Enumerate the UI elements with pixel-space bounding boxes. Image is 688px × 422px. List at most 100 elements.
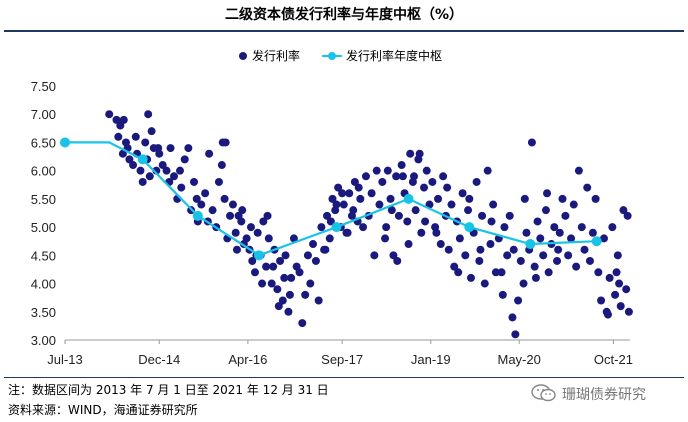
wechat-logo-icon <box>531 384 556 402</box>
scatter-point <box>269 262 278 271</box>
scatter-point <box>522 228 531 237</box>
y-tick-label: 6.50 <box>31 135 56 150</box>
scatter-point <box>531 273 540 282</box>
scatter-point <box>514 296 523 305</box>
scatter-point <box>597 296 606 305</box>
y-tick-label: 5.50 <box>31 192 56 207</box>
scatter-point <box>509 245 518 254</box>
scatter-point <box>273 285 282 294</box>
scatter-point <box>539 251 548 260</box>
scatter-point <box>267 279 276 288</box>
scatter-point <box>464 206 473 215</box>
scatter-point <box>192 194 201 203</box>
median-marker <box>192 210 203 221</box>
scatter-point <box>561 211 570 220</box>
median-marker <box>137 154 148 165</box>
scatter-point <box>461 251 470 260</box>
y-tick-label: 4.50 <box>31 248 56 263</box>
scatter-point <box>158 161 167 170</box>
scatter-point <box>321 245 330 254</box>
top-rule <box>4 30 684 32</box>
scatter-point <box>262 262 271 271</box>
scatter-point <box>387 206 396 215</box>
chart-title: 二级资本债发行利率与年度中枢（%） <box>224 7 464 23</box>
scatter-point <box>154 144 163 153</box>
scatter-point <box>259 217 268 226</box>
scatter-point <box>623 211 632 220</box>
scatter-point <box>498 290 507 299</box>
x-tick-label: Dec-14 <box>138 352 180 367</box>
scatter-point <box>345 189 354 198</box>
x-tick-label: May-20 <box>498 352 541 367</box>
scatter-point <box>263 211 272 220</box>
scatter-point <box>415 149 424 158</box>
scatter-point <box>410 172 419 181</box>
bottom-rule <box>4 377 684 378</box>
scatter-point <box>612 268 621 277</box>
scatter-point <box>483 166 492 175</box>
scatter-point <box>105 110 114 119</box>
scatter-point <box>432 228 441 237</box>
scatter-point <box>508 313 517 322</box>
scatter-point <box>314 296 323 305</box>
scatter-point <box>458 189 467 198</box>
scatter-point <box>367 189 376 198</box>
scatter-point <box>197 200 206 209</box>
scatter-point <box>289 234 298 243</box>
scatter-point <box>298 319 307 328</box>
scatter-point <box>403 217 412 226</box>
legend-marker-scatter <box>239 52 247 60</box>
scatter-point <box>455 234 464 243</box>
x-tick-label: Apr-16 <box>228 352 267 367</box>
scatter-point <box>611 290 620 299</box>
scatter-point <box>580 245 589 254</box>
scatter-point <box>465 194 474 203</box>
scatter-point <box>177 183 186 192</box>
scatter-point <box>306 279 315 288</box>
scatter-point <box>238 206 247 215</box>
scatter-point <box>301 290 310 299</box>
y-tick-label: 7.00 <box>31 107 56 122</box>
scatter-point <box>237 217 246 226</box>
scatter-point <box>356 194 365 203</box>
scatter-point <box>221 138 230 147</box>
scatter-point <box>144 110 153 119</box>
scatter-point <box>217 161 226 170</box>
scatter-point <box>323 211 332 220</box>
scatter-point <box>608 223 617 232</box>
scatter-point <box>553 256 562 265</box>
scatter-point <box>258 279 267 288</box>
scatter-point <box>398 172 407 181</box>
scatter-point <box>274 302 283 311</box>
scatter-point <box>574 166 583 175</box>
scatter-point <box>246 223 255 232</box>
scatter-point <box>520 194 529 203</box>
scatter-point <box>417 228 426 237</box>
x-tick-label: Jul-13 <box>47 352 82 367</box>
scatter-point <box>533 217 542 226</box>
scatter-point <box>422 166 431 175</box>
scatter-point <box>406 149 415 158</box>
scatter-point <box>220 194 229 203</box>
legend: 发行利率 发行利率年度中枢 <box>239 48 442 63</box>
scatter-point <box>444 245 453 254</box>
scatter-point <box>231 228 240 237</box>
scatter-point <box>516 256 525 265</box>
median-line <box>65 141 597 257</box>
median-marker <box>464 222 475 233</box>
scatter-point <box>486 240 495 249</box>
y-tick-label: 6.00 <box>31 164 56 179</box>
scatter-point <box>190 177 199 186</box>
y-tick-label: 5.00 <box>31 220 56 235</box>
scatter-point <box>354 183 363 192</box>
legend-marker-line <box>328 52 336 60</box>
scatter-point <box>166 144 175 153</box>
scatter-point <box>232 245 241 254</box>
scatter-point <box>544 268 553 277</box>
scatter-point <box>226 211 235 220</box>
scatter-point <box>439 172 448 181</box>
scatter-point <box>242 234 251 243</box>
legend-label-scatter: 发行利率 <box>252 48 300 63</box>
scatter-point <box>411 206 420 215</box>
scatter-point <box>550 223 559 232</box>
